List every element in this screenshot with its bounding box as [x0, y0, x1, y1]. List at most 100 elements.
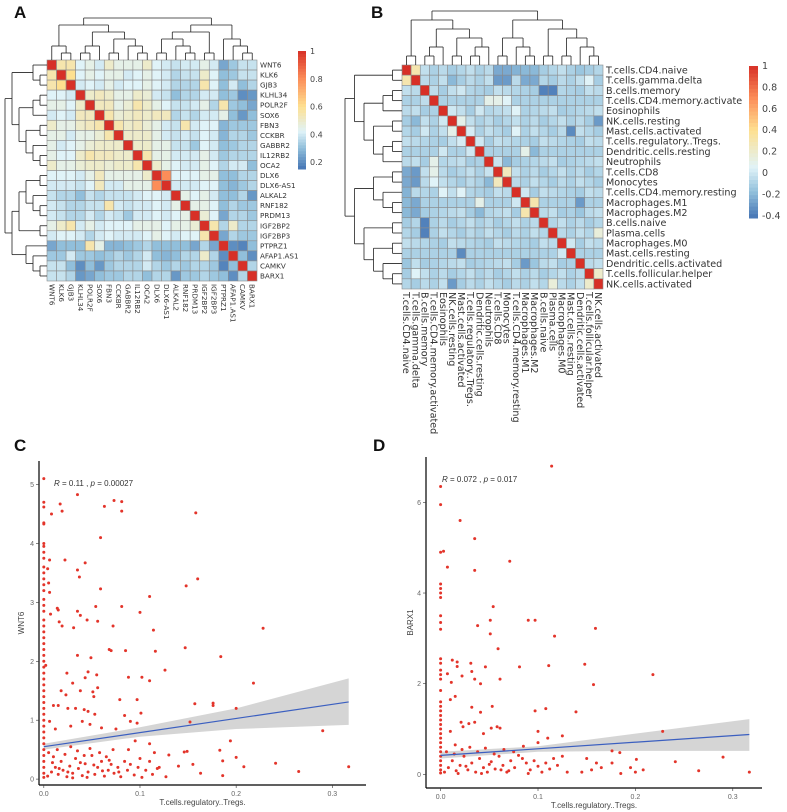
- data-point: [109, 762, 113, 766]
- data-point: [77, 575, 81, 579]
- heatmap-cell: [56, 130, 67, 141]
- data-point: [109, 649, 113, 653]
- data-point: [536, 729, 540, 733]
- heatmap-cell: [228, 79, 239, 91]
- heatmap-cell: [483, 197, 494, 208]
- heatmap-cell: [123, 200, 134, 211]
- data-point: [501, 763, 505, 767]
- data-point: [118, 698, 122, 702]
- heatmap-cell: [529, 197, 540, 208]
- heatmap-cell: [180, 69, 191, 81]
- heatmap-cell: [502, 105, 512, 117]
- heatmap-cell: [189, 210, 201, 222]
- data-point: [42, 571, 46, 575]
- heatmap-cell: [538, 166, 549, 178]
- data-point: [75, 749, 79, 753]
- data-point: [498, 677, 502, 681]
- data-point: [439, 621, 443, 624]
- heatmap-cell: [228, 69, 239, 81]
- heatmap-cell: [593, 135, 604, 147]
- heatmap-cell: [94, 230, 105, 242]
- heatmap-cell: [401, 166, 412, 178]
- heatmap-cell: [429, 74, 439, 86]
- heatmap-cell: [75, 270, 86, 282]
- heatmap-cell: [132, 270, 143, 282]
- heatmap-cell: [170, 250, 181, 262]
- colorbar-segment: [749, 168, 758, 173]
- heatmap-cell: [520, 135, 531, 147]
- heatmap-row-label: Macrophages.M0: [606, 239, 688, 250]
- heatmap-cell: [161, 200, 172, 211]
- heatmap-cell: [247, 200, 258, 211]
- colorbar-segment: [298, 127, 306, 132]
- heatmap-cell: [465, 166, 476, 178]
- data-point: [47, 581, 51, 585]
- heatmap-cell: [474, 135, 485, 147]
- heatmap-cell: [447, 166, 458, 178]
- data-point: [544, 761, 548, 765]
- heatmap-row-label: PRDM13: [260, 211, 290, 220]
- heatmap-cell: [228, 270, 239, 282]
- heatmap-cell: [511, 237, 522, 249]
- data-point: [574, 710, 578, 714]
- heatmap-cell: [65, 160, 76, 171]
- data-point: [133, 739, 137, 743]
- data-point: [483, 665, 487, 669]
- data-point: [439, 550, 443, 554]
- heatmap-cell: [419, 227, 430, 239]
- heatmap-cell: [483, 186, 494, 198]
- heatmap-cell: [84, 190, 96, 201]
- heatmap-cell: [75, 59, 86, 71]
- data-point: [90, 754, 94, 758]
- heatmap-cell: [228, 109, 239, 121]
- heatmap-cell: [575, 95, 586, 107]
- heatmap-cell: [419, 278, 430, 290]
- heatmap-cell: [180, 130, 191, 141]
- heatmap-cell: [502, 227, 512, 239]
- heatmap-cell: [180, 89, 191, 101]
- heatmap-cell: [103, 170, 115, 181]
- heatmap-cell: [46, 59, 57, 71]
- heatmap-col-label: T.cells.CD8: [492, 291, 503, 345]
- heatmap-cell: [75, 130, 86, 141]
- heatmap-cell: [132, 260, 143, 272]
- heatmap-cell: [529, 166, 540, 178]
- heatmap-col-label: CAMKV: [238, 284, 247, 310]
- heatmap-cell: [438, 125, 448, 137]
- data-point: [44, 663, 48, 667]
- heatmap-cell: [237, 79, 248, 91]
- heatmap-cell: [237, 270, 248, 282]
- heatmap-cell: [465, 146, 476, 157]
- heatmap-cell: [483, 176, 494, 188]
- heatmap-cell: [429, 186, 439, 198]
- heatmap-cell: [123, 220, 134, 232]
- data-point: [50, 512, 54, 516]
- heatmap-cell: [483, 135, 494, 147]
- heatmap-cell: [429, 268, 439, 280]
- data-point: [261, 626, 265, 630]
- data-point: [470, 761, 474, 765]
- data-point: [93, 772, 97, 776]
- data-point: [466, 768, 470, 772]
- heatmap-cell: [401, 105, 412, 117]
- heatmap-cell: [493, 95, 503, 107]
- heatmap-col-label: Plasma.cells: [546, 292, 557, 351]
- heatmap-cell: [123, 69, 134, 81]
- data-point: [473, 720, 477, 724]
- heatmap-cell: [228, 230, 239, 242]
- heatmap-cell: [94, 260, 105, 272]
- heatmap-cell: [247, 210, 258, 222]
- heatmap-cell: [511, 125, 522, 137]
- heatmap-cell: [199, 190, 210, 201]
- heatmap-cell: [493, 258, 503, 269]
- heatmap-cell: [438, 135, 448, 147]
- heatmap-cell: [161, 160, 172, 171]
- heatmap-cell: [170, 150, 181, 161]
- heatmap-cell: [113, 270, 124, 282]
- heatmap-cell: [483, 105, 494, 117]
- heatmap-cell: [247, 270, 258, 282]
- data-point: [68, 764, 72, 768]
- heatmap-cell: [483, 227, 494, 239]
- y-tick-label: 0: [417, 772, 421, 779]
- data-point: [439, 668, 443, 672]
